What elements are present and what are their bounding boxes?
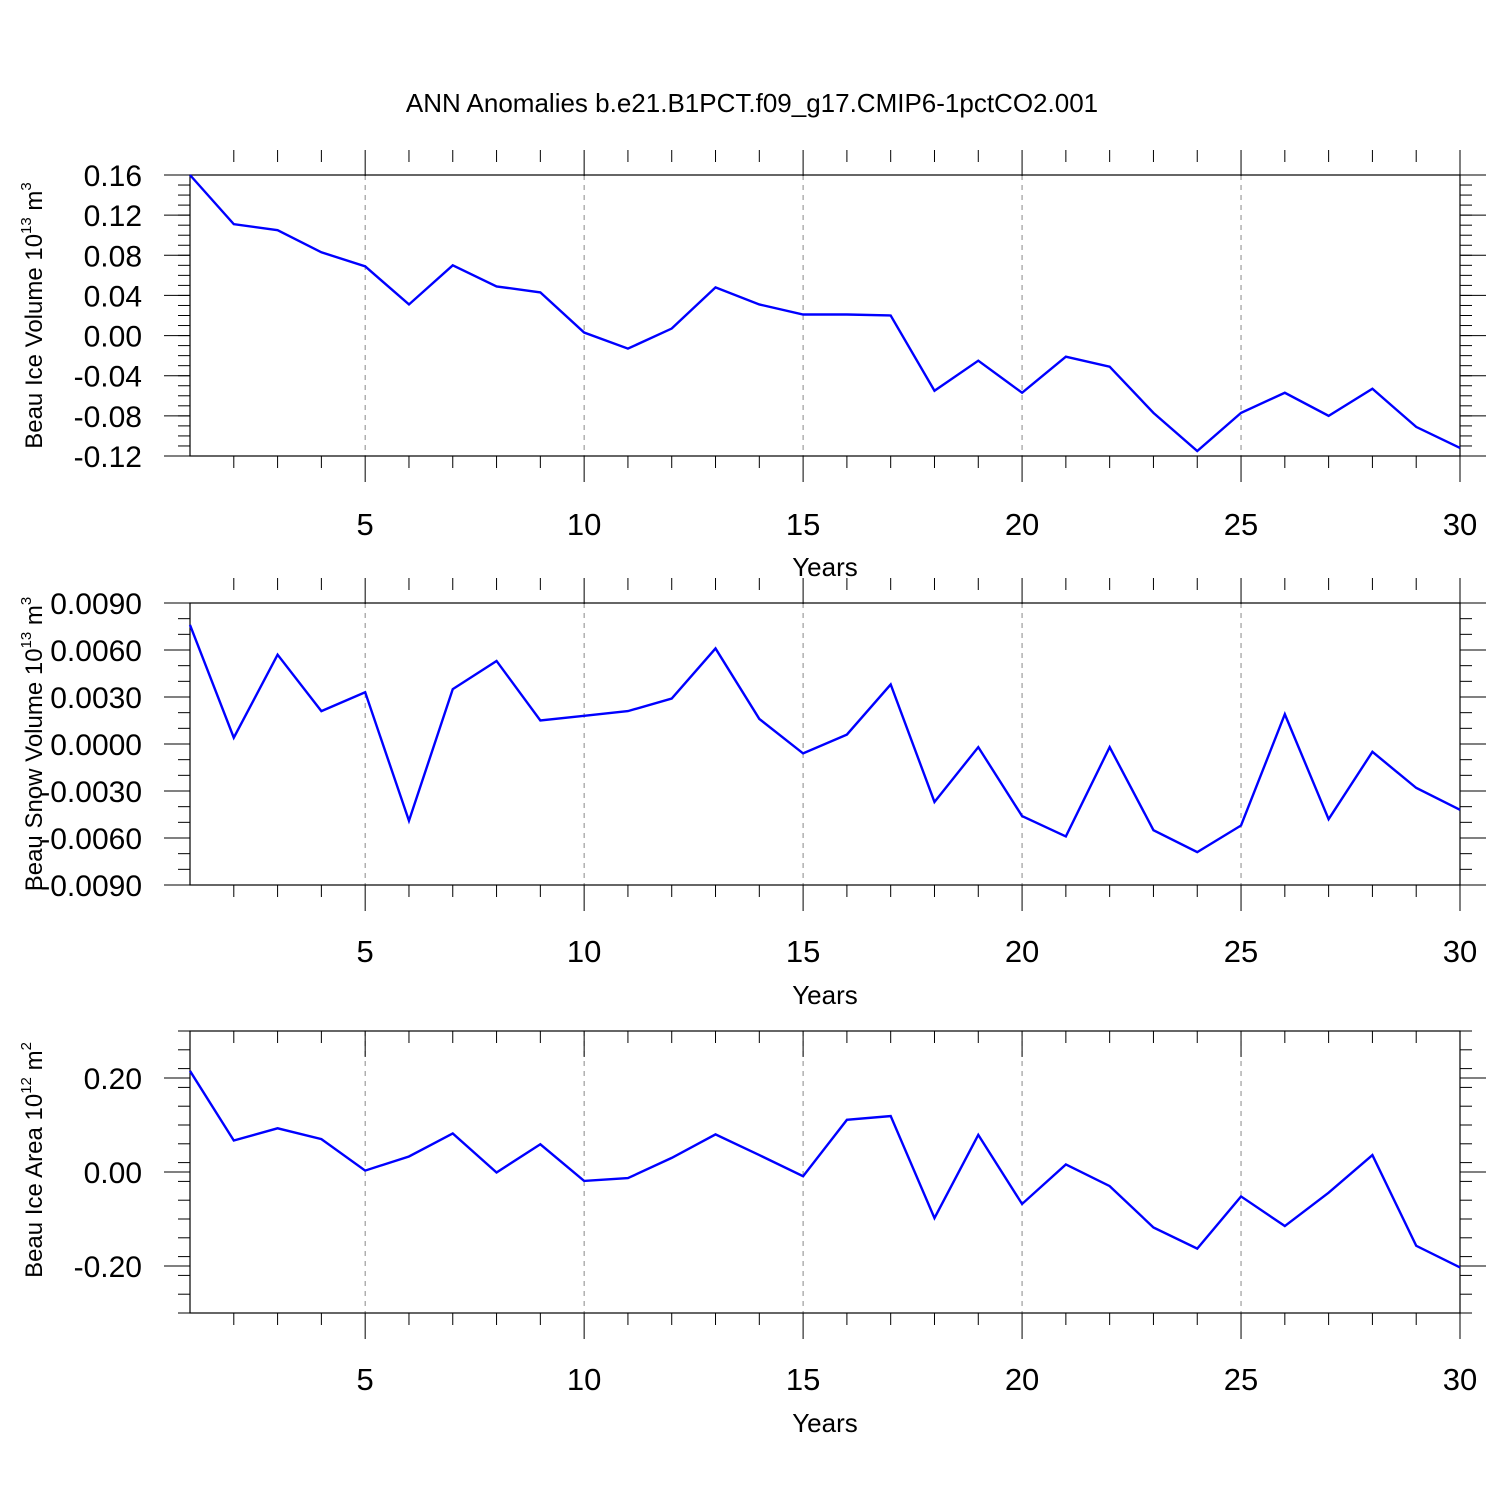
x-tick-label: 25: [1224, 934, 1258, 969]
x-tick-label: 30: [1443, 934, 1477, 969]
y-tick-label: 0.20: [84, 1063, 142, 1096]
y-tick-label: 0.00: [84, 321, 142, 354]
y-tick-label: 0.0060: [50, 635, 142, 668]
x-tick-label: 10: [567, 1362, 601, 1397]
x-tick-label: 25: [1224, 1362, 1258, 1397]
x-tick-label: 5: [357, 1362, 374, 1397]
chart-title: ANN Anomalies b.e21.B1PCT.f09_g17.CMIP6-…: [406, 88, 1098, 118]
x-tick-label: 15: [786, 1362, 820, 1397]
y-tick-label: 0.0090: [50, 588, 142, 621]
y-axis-label: Beau Ice Volume 1013 m3: [18, 182, 48, 449]
x-tick-label: 5: [357, 934, 374, 969]
y-tick-label: -0.08: [74, 401, 142, 434]
x-tick-label: 20: [1005, 1362, 1039, 1397]
y-axis-label: Beau Snow Volume 1013 m3: [18, 597, 48, 892]
x-tick-label: 10: [567, 934, 601, 969]
y-tick-label: 0.12: [84, 200, 142, 233]
x-axis-label: Years: [792, 1408, 858, 1438]
y-axis-label: Beau Ice Area 1012 m2: [18, 1042, 48, 1278]
panel-2: 0.0090 0.0060 0.0030 0.0000 -0.0030 -0.0060 -0…: [18, 578, 1486, 1010]
series-line: [188, 624, 1461, 854]
x-tick-label: 30: [1443, 1362, 1477, 1397]
x-tick-label: 15: [786, 507, 820, 542]
x-tick-label: 10: [567, 507, 601, 542]
series-line: [188, 1070, 1461, 1269]
x-tick-label: 30: [1443, 507, 1477, 542]
y-tick-label: -0.0030: [40, 776, 142, 809]
y-tick-label: -0.12: [74, 441, 142, 474]
x-tick-label: 25: [1224, 507, 1258, 542]
x-tick-label: 5: [357, 507, 374, 542]
y-tick-label: -0.04: [74, 361, 142, 394]
y-tick-label: 0.16: [84, 160, 142, 193]
y-tick-label: 0.0030: [50, 682, 142, 715]
series-line: [189, 174, 1461, 453]
y-tick-label: 0.08: [84, 240, 142, 273]
panel-1: 0.16 0.12 0.08 0.04 0.00 -0.04 -0.08 -0.12 5 10 15…: [18, 150, 1486, 582]
x-axis-label: Years: [792, 552, 858, 582]
x-tick-label: 20: [1005, 507, 1039, 542]
y-tick-label: -0.0090: [40, 870, 142, 903]
plot-frame: [189, 1030, 1461, 1314]
y-tick-label: 0.04: [84, 280, 142, 313]
y-tick-label: 0.0000: [50, 729, 142, 762]
panel-3: 0.20 0.00 -0.20 5 10 15 20 25 30 Years Beau Ice Ar…: [18, 1030, 1486, 1438]
y-tick-label: 0.00: [84, 1157, 142, 1190]
x-axis-label: Years: [792, 980, 858, 1010]
x-tick-label: 20: [1005, 934, 1039, 969]
y-tick-label: -0.0060: [40, 823, 142, 856]
y-tick-label: -0.20: [74, 1251, 142, 1284]
x-tick-label: 15: [786, 934, 820, 969]
